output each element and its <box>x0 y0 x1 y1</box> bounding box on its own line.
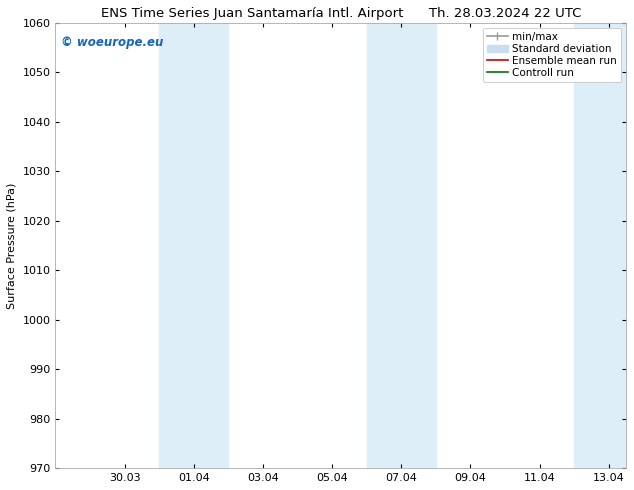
Text: © woeurope.eu: © woeurope.eu <box>61 36 164 49</box>
Y-axis label: Surface Pressure (hPa): Surface Pressure (hPa) <box>7 182 17 309</box>
Title: ENS Time Series Juan Santamaría Intl. Airport      Th. 28.03.2024 22 UTC: ENS Time Series Juan Santamaría Intl. Ai… <box>101 7 581 20</box>
Bar <box>574 23 626 468</box>
Bar <box>366 23 436 468</box>
Bar <box>159 23 228 468</box>
Legend: min/max, Standard deviation, Ensemble mean run, Controll run: min/max, Standard deviation, Ensemble me… <box>482 28 621 82</box>
